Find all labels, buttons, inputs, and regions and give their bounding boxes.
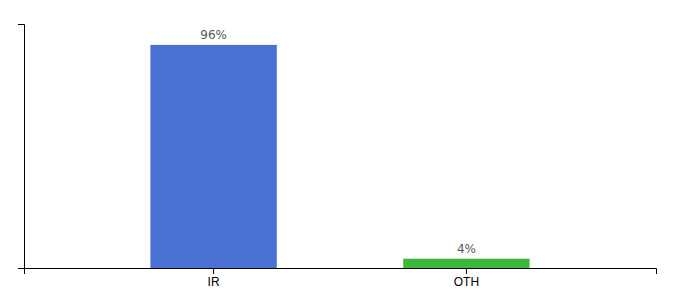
bar <box>403 259 529 268</box>
y-axis-line <box>18 25 25 269</box>
x-tick-mark <box>466 268 467 274</box>
y-axis <box>18 25 25 269</box>
bar <box>150 45 276 268</box>
x-tick-label: IR <box>208 275 220 289</box>
chart: IR OTH 96% 4% <box>0 0 680 300</box>
plot: IR OTH 96% 4% <box>18 25 657 289</box>
x-axis-line <box>25 269 657 275</box>
data-label: 96% <box>200 28 227 42</box>
x-tick-label: OTH <box>454 275 479 289</box>
x-tick: IR <box>208 268 220 289</box>
data-labels: 96% 4% <box>200 28 476 256</box>
bars <box>150 45 529 268</box>
data-label: 4% <box>457 242 476 256</box>
x-tick-mark <box>213 268 214 274</box>
x-axis: IR OTH <box>25 268 657 289</box>
x-tick: OTH <box>454 268 479 289</box>
